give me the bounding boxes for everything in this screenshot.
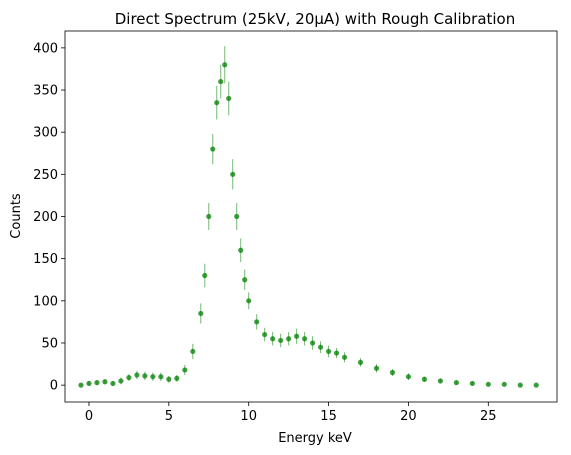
- y-tick-label: 200: [33, 210, 58, 225]
- data-point: [357, 359, 364, 365]
- data-point: [202, 272, 208, 279]
- data-point: [302, 336, 308, 342]
- data-point: [286, 336, 292, 342]
- data-point: [142, 373, 148, 379]
- data-point: [198, 310, 204, 317]
- data-point: [325, 348, 332, 355]
- data-point: [158, 374, 164, 380]
- plot-area: [78, 46, 539, 388]
- data-point: [373, 365, 380, 371]
- data-point: [110, 380, 116, 387]
- y-axis-label: Counts: [9, 193, 24, 239]
- x-tick-label: 20: [400, 409, 417, 424]
- y-tick-label: 400: [33, 41, 58, 56]
- data-point: [405, 374, 412, 380]
- data-point: [437, 378, 443, 384]
- data-point: [182, 367, 188, 373]
- axes-frame: [64, 30, 558, 403]
- y-tick-label: 150: [33, 252, 58, 267]
- y-tick-label: 100: [33, 294, 58, 309]
- data-point: [453, 380, 459, 386]
- y-tick-label: 50: [41, 336, 58, 351]
- x-tick-label: 5: [165, 409, 173, 424]
- y-tick-label: 350: [33, 84, 58, 99]
- data-point: [278, 337, 284, 344]
- data-point: [134, 372, 140, 378]
- y-tick-label: 250: [33, 168, 58, 183]
- data-point: [126, 374, 132, 381]
- data-point: [174, 375, 180, 381]
- data-point: [262, 331, 268, 338]
- y-axis: 0 50 100 150 200 250 300 350 400: [33, 41, 65, 394]
- data-point: [421, 376, 428, 382]
- data-point: [533, 382, 539, 388]
- data-point: [485, 381, 491, 387]
- chart-title: Direct Spectrum (25kV, 20μA) with Rough …: [115, 10, 516, 28]
- data-point: [294, 333, 300, 339]
- data-point: [501, 381, 507, 387]
- data-point: [150, 374, 156, 380]
- data-point: [234, 213, 240, 220]
- data-point: [469, 380, 475, 387]
- x-tick-label: 25: [480, 409, 497, 424]
- data-point: [218, 78, 224, 85]
- data-point: [238, 247, 244, 253]
- data-point: [317, 344, 324, 350]
- data-point: [254, 319, 260, 325]
- y-tick-label: 0: [50, 379, 58, 394]
- x-tick-label: 15: [320, 409, 337, 424]
- data-point: [333, 350, 340, 356]
- x-axis: 0 5 10 15 20 25: [85, 402, 497, 424]
- data-series: [78, 46, 539, 388]
- y-tick-label: 300: [33, 126, 58, 141]
- data-point: [102, 379, 108, 385]
- data-point: [246, 298, 252, 304]
- data-point: [309, 340, 316, 346]
- data-point: [389, 369, 396, 376]
- data-point: [226, 95, 232, 102]
- data-point: [86, 380, 92, 387]
- data-point: [222, 62, 228, 68]
- data-point: [78, 382, 84, 388]
- data-point: [341, 354, 348, 360]
- data-point: [230, 171, 236, 177]
- data-point: [270, 336, 276, 342]
- data-point: [118, 378, 124, 384]
- data-point: [190, 348, 196, 355]
- data-point: [214, 100, 220, 106]
- x-tick-label: 10: [240, 409, 257, 424]
- data-point: [210, 146, 216, 152]
- x-axis-label: Energy keV: [278, 431, 352, 446]
- data-point: [517, 382, 523, 388]
- data-point: [242, 277, 248, 283]
- data-point: [166, 376, 172, 382]
- data-point: [94, 380, 100, 386]
- x-tick-label: 0: [85, 409, 93, 424]
- data-point: [206, 213, 212, 220]
